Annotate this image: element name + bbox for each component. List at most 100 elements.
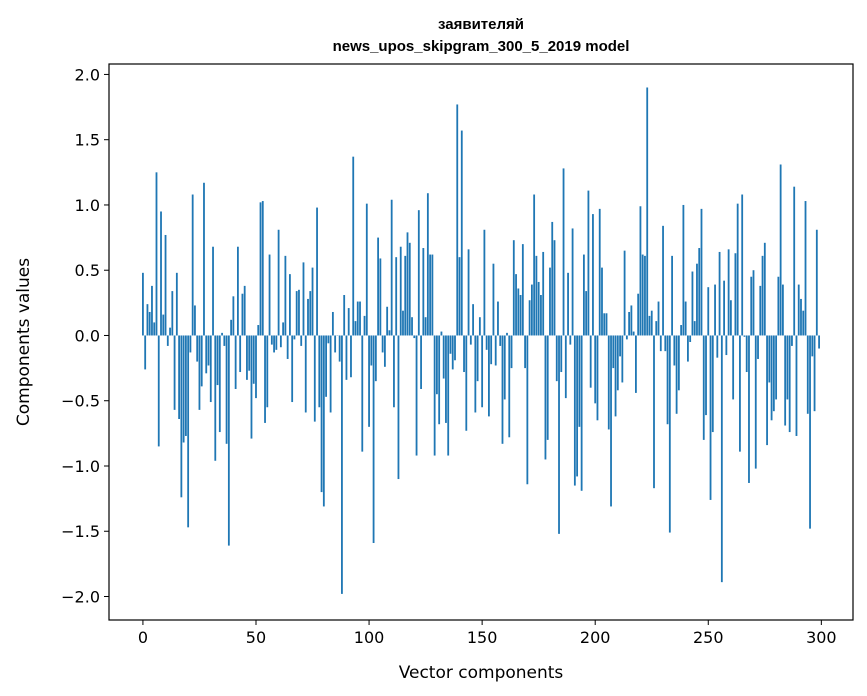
bar-121 [415, 335, 418, 456]
bar-183 [555, 335, 558, 382]
bar-18 [182, 335, 185, 443]
bar-103 [374, 335, 377, 382]
bar-239 [682, 204, 685, 336]
bar-157 [497, 301, 499, 336]
bar-275 [763, 242, 766, 336]
bar-190 [571, 228, 574, 336]
bar-242 [689, 335, 692, 342]
bar-118 [408, 242, 411, 336]
bar-113 [397, 335, 400, 480]
bar-105 [379, 258, 382, 336]
bars-group [142, 87, 820, 594]
bar-19 [184, 335, 187, 436]
bar-182 [553, 240, 556, 336]
bar-147 [474, 335, 477, 413]
bar-244 [693, 321, 696, 336]
bar-131 [438, 335, 441, 425]
bar-158 [499, 335, 502, 346]
bar-106 [381, 335, 384, 353]
bar-180 [549, 267, 551, 336]
bar-245 [696, 263, 698, 336]
bar-33 [216, 335, 219, 386]
bar-36 [223, 335, 226, 346]
bar-208 [612, 335, 615, 369]
bar-296 [811, 335, 814, 357]
bar-204 [603, 313, 606, 336]
bar-232 [666, 335, 669, 425]
bar-264 [739, 335, 741, 452]
bar-171 [528, 300, 531, 336]
bar-202 [598, 208, 601, 336]
bar-112 [395, 257, 398, 336]
bar-178 [544, 335, 547, 460]
bar-28 [205, 335, 208, 374]
bar-167 [519, 295, 522, 336]
bar-293 [804, 201, 807, 336]
bar-13 [171, 291, 174, 336]
bar-81 [325, 335, 327, 397]
bar-224 [648, 315, 651, 336]
bar-21 [189, 335, 192, 353]
bar-120 [413, 335, 416, 339]
bar-258 [725, 335, 728, 356]
bar-83 [329, 335, 332, 413]
bar-195 [582, 254, 585, 336]
bar-213 [623, 250, 626, 336]
x-tick-label: 100 [354, 628, 385, 647]
bar-276 [766, 335, 768, 446]
bar-85 [334, 335, 337, 353]
bar-181 [551, 221, 554, 336]
bar-30 [209, 335, 212, 403]
bar-200 [594, 335, 597, 404]
bar-90 [345, 335, 348, 380]
bar-91 [347, 308, 350, 336]
bar-57 [270, 335, 273, 345]
bar-51 [257, 325, 260, 336]
bar-56 [268, 254, 271, 336]
bar-227 [655, 321, 658, 336]
bar-32 [214, 335, 217, 461]
bar-229 [659, 335, 662, 352]
bar-96 [359, 301, 361, 336]
bar-159 [501, 335, 504, 444]
bar-10 [164, 234, 167, 336]
bar-155 [492, 263, 495, 336]
y-tick-label: −1.5 [61, 522, 100, 541]
bar-119 [411, 317, 413, 336]
bar-187 [564, 335, 567, 399]
bar-74 [309, 291, 312, 336]
bar-48 [250, 335, 253, 439]
bar-252 [711, 335, 714, 433]
bar-50 [255, 335, 257, 399]
bar-77 [316, 207, 318, 336]
bar-52 [259, 202, 262, 336]
bar-274 [761, 255, 764, 336]
bar-267 [745, 335, 748, 373]
bar-253 [714, 284, 716, 336]
bar-111 [393, 335, 395, 408]
bar-170 [526, 335, 529, 485]
bar-287 [791, 335, 793, 346]
bar-123 [420, 335, 422, 389]
bar-251 [709, 335, 712, 500]
y-tick-label: 2.0 [75, 65, 100, 84]
plot-frame [108, 63, 854, 621]
bar-166 [517, 288, 520, 336]
bar-233 [668, 335, 671, 533]
bar-283 [781, 284, 784, 336]
bar-152 [485, 335, 488, 350]
bar-49 [252, 335, 255, 384]
bar-257 [723, 280, 726, 336]
bar-277 [768, 335, 771, 383]
bar-12 [169, 327, 171, 336]
bar-209 [614, 335, 617, 417]
bar-14 [173, 335, 176, 410]
chart-title-line-2: news_upos_skipgram_300_5_2019 model [333, 38, 630, 55]
bar-39 [230, 319, 233, 336]
bar-99 [365, 203, 368, 336]
bar-297 [813, 335, 816, 412]
bar-210 [616, 335, 619, 391]
bar-254 [716, 335, 719, 358]
bar-206 [607, 335, 610, 430]
